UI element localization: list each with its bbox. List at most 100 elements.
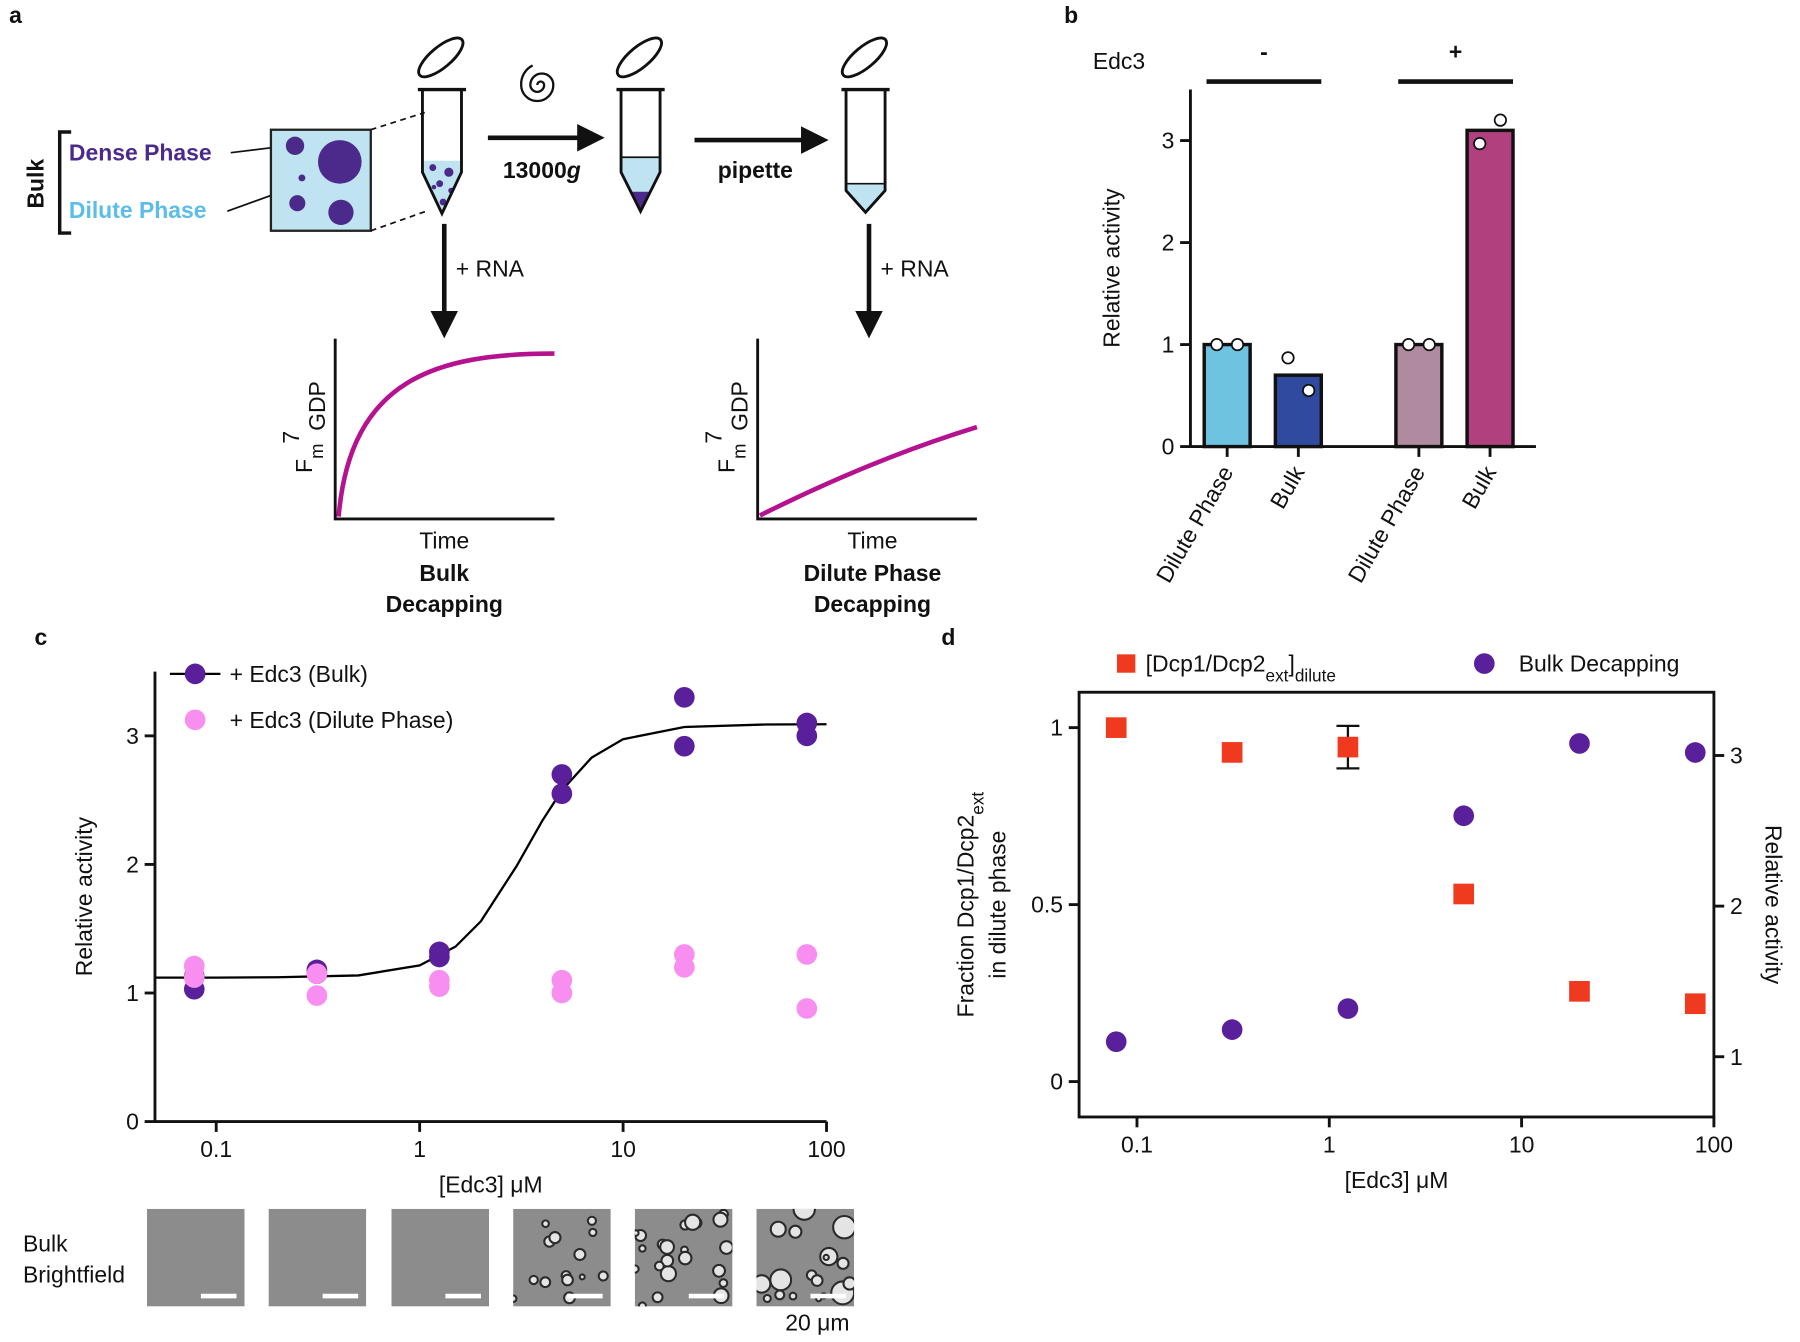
spin-icon — [520, 64, 555, 103]
point — [674, 686, 695, 708]
micrograph — [756, 1208, 855, 1307]
droplet — [774, 1289, 786, 1301]
y-tick-label: 3 — [126, 723, 139, 749]
droplet — [719, 1240, 733, 1255]
plot-title: Decapping — [386, 591, 503, 617]
point — [796, 944, 818, 965]
zoom-line — [370, 111, 426, 131]
y-label-part: Fraction Dcp1/Dcp2 — [952, 815, 978, 1018]
x-tick-label: 0.1 — [200, 1136, 232, 1162]
y-tick-label: 3 — [1162, 128, 1175, 154]
legend-marker — [1116, 654, 1136, 673]
bar — [1202, 342, 1252, 449]
legend-marker — [1473, 653, 1495, 674]
droplet — [588, 1227, 598, 1238]
y-label: Fm7GDP — [278, 381, 330, 473]
point — [1337, 998, 1359, 1019]
legend-label-part: dilute — [1295, 666, 1336, 686]
y-label-part: F — [291, 459, 317, 473]
y2-label: Relative activity — [1761, 825, 1787, 985]
x-tick-label: Dilute Phase — [1343, 461, 1431, 587]
spin-label: 13000g — [503, 157, 581, 183]
point — [1684, 742, 1706, 763]
y-label-part: m — [306, 444, 327, 459]
point — [551, 783, 573, 805]
droplet — [539, 1276, 552, 1289]
x-tick-label: 1 — [413, 1136, 426, 1162]
droplet — [832, 1214, 855, 1240]
droplet — [637, 1301, 648, 1307]
droplet — [810, 1274, 824, 1287]
point — [183, 967, 205, 988]
group-title: Edc3 — [1093, 48, 1145, 74]
droplet — [788, 1291, 798, 1301]
point — [1453, 805, 1475, 827]
y-tick-label: 0.5 — [1031, 892, 1063, 918]
schematic-curve — [758, 424, 978, 518]
droplet — [634, 1229, 640, 1237]
y-tick-label: 2 — [126, 851, 139, 877]
droplet — [653, 1260, 665, 1272]
micrograph — [391, 1208, 490, 1307]
point — [1569, 980, 1590, 1002]
x-tick-label: 10 — [610, 1136, 636, 1162]
droplet — [597, 1270, 609, 1282]
point — [796, 725, 818, 747]
x-label: Time — [419, 528, 469, 554]
droplet — [578, 1273, 586, 1281]
replicate-point — [1422, 337, 1436, 352]
group-label: + — [1449, 39, 1462, 65]
y-tick-label: 0 — [1050, 1069, 1063, 1095]
bar — [1273, 373, 1324, 449]
droplet — [548, 1231, 562, 1245]
plot-title: Decapping — [814, 591, 931, 617]
micrograph-bg — [268, 1208, 367, 1307]
x-tick-label: 100 — [807, 1136, 845, 1162]
y-tick-label: 0 — [1162, 434, 1175, 460]
replicate-point — [1473, 137, 1487, 151]
tube — [840, 36, 890, 215]
droplet — [822, 1253, 830, 1262]
micrograph — [268, 1208, 367, 1307]
x-tick-label: 0.1 — [1121, 1132, 1153, 1158]
droplet — [769, 1220, 787, 1238]
scale-label: 20 μm — [785, 1310, 849, 1336]
point — [1105, 1031, 1127, 1053]
plot-frame — [1077, 690, 1716, 1119]
panel-label: a — [9, 2, 22, 28]
droplets — [285, 136, 362, 226]
point — [551, 982, 573, 1004]
droplet — [586, 1215, 598, 1226]
point — [1569, 733, 1590, 754]
droplet — [659, 1239, 675, 1255]
micrograph-bg — [146, 1208, 245, 1307]
replicate-point — [1302, 383, 1316, 398]
point — [1221, 742, 1243, 763]
point — [674, 735, 695, 757]
transfer-label: pipette — [718, 157, 793, 183]
y2-tick-label: 2 — [1730, 893, 1743, 919]
y2-tick-label: 1 — [1730, 1044, 1743, 1070]
micrograph — [634, 1208, 733, 1307]
bar — [1465, 128, 1515, 449]
y-label-part: F — [714, 459, 740, 473]
droplet — [677, 1250, 693, 1266]
add-label: + RNA — [880, 256, 949, 282]
y2-tick-label: 3 — [1730, 743, 1743, 769]
bracket — [57, 130, 72, 235]
legend-label-part: ext — [1266, 666, 1289, 686]
legend-marker — [184, 709, 206, 731]
replicate-point — [1281, 351, 1295, 365]
schematic-curve — [336, 351, 555, 517]
y-tick-label: 1 — [1162, 332, 1175, 358]
dilute-label: Dilute Phase — [69, 197, 207, 223]
tube — [615, 36, 665, 215]
point — [1337, 736, 1359, 758]
x-tick-label: 10 — [1509, 1132, 1535, 1158]
droplet — [638, 1244, 647, 1253]
y-label: Relative activity — [1098, 188, 1124, 348]
micrograph — [513, 1208, 611, 1307]
spin-value: 13000 — [503, 157, 567, 183]
y-tick-label: 1 — [1050, 715, 1063, 741]
